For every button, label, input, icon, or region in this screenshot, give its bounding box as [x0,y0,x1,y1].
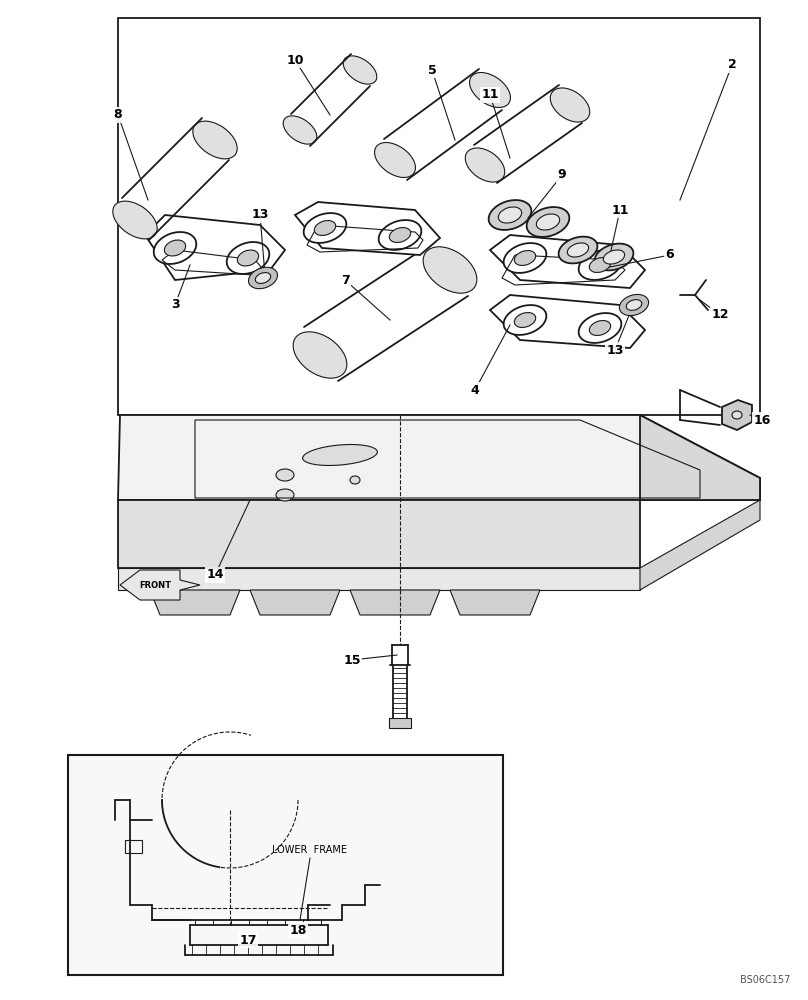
Ellipse shape [389,228,410,242]
Ellipse shape [595,244,633,270]
Ellipse shape [589,258,611,272]
Ellipse shape [537,214,560,230]
Ellipse shape [515,251,536,265]
Text: 11: 11 [482,89,499,102]
Text: 3: 3 [170,298,179,312]
Ellipse shape [503,243,546,273]
Text: 9: 9 [558,168,566,182]
Ellipse shape [276,489,294,501]
Polygon shape [490,295,645,348]
Ellipse shape [626,300,642,310]
Text: 8: 8 [114,108,122,121]
Ellipse shape [567,243,589,257]
Polygon shape [389,718,411,728]
Ellipse shape [423,247,477,293]
Polygon shape [450,590,540,615]
Polygon shape [490,235,645,288]
Text: 12: 12 [711,308,729,322]
Polygon shape [150,590,240,615]
Ellipse shape [193,121,238,159]
Text: 17: 17 [239,934,257,946]
Ellipse shape [343,56,377,84]
Ellipse shape [732,411,742,419]
Ellipse shape [604,250,625,264]
Polygon shape [118,415,760,500]
Bar [68,755,503,975]
Ellipse shape [620,294,649,316]
Ellipse shape [503,305,546,335]
Text: 5: 5 [427,64,436,77]
Ellipse shape [579,313,621,343]
Ellipse shape [579,250,621,280]
Polygon shape [145,215,285,280]
Ellipse shape [465,148,505,182]
Ellipse shape [304,213,347,243]
Ellipse shape [499,207,522,223]
Text: 13: 13 [606,344,624,357]
Ellipse shape [527,207,570,237]
Ellipse shape [379,220,421,250]
Polygon shape [640,500,760,590]
Text: 11: 11 [611,204,629,217]
Text: FRONT: FRONT [139,580,171,589]
Text: 7: 7 [341,273,349,286]
Ellipse shape [489,200,532,230]
Ellipse shape [469,73,511,107]
Text: 2: 2 [728,58,736,72]
Ellipse shape [284,116,317,144]
Polygon shape [120,570,200,600]
Text: 6: 6 [666,248,675,261]
Text: 4: 4 [470,383,479,396]
Ellipse shape [276,469,294,481]
Ellipse shape [550,88,590,122]
Ellipse shape [350,476,360,484]
Text: 18: 18 [289,924,307,936]
Ellipse shape [227,242,269,274]
Text: 10: 10 [286,53,304,66]
Ellipse shape [154,232,196,264]
Text: 13: 13 [251,209,269,222]
Ellipse shape [515,313,536,327]
Ellipse shape [303,445,377,465]
Ellipse shape [314,221,335,235]
Ellipse shape [249,267,277,289]
Ellipse shape [255,273,271,283]
Polygon shape [722,400,752,430]
Text: 15: 15 [343,654,360,666]
Text: BS06C157: BS06C157 [739,975,790,985]
Ellipse shape [293,332,347,378]
Polygon shape [640,415,760,500]
Ellipse shape [558,237,597,263]
Text: 14: 14 [206,568,224,582]
Polygon shape [350,590,440,615]
Ellipse shape [238,250,259,266]
Ellipse shape [113,201,158,239]
Polygon shape [295,202,440,255]
Ellipse shape [375,143,415,177]
Polygon shape [118,500,640,568]
Ellipse shape [164,240,186,256]
Text: 16: 16 [753,414,771,426]
Polygon shape [118,568,640,590]
Ellipse shape [589,321,611,335]
Polygon shape [250,590,340,615]
Text: LOWER  FRAME: LOWER FRAME [272,845,347,855]
